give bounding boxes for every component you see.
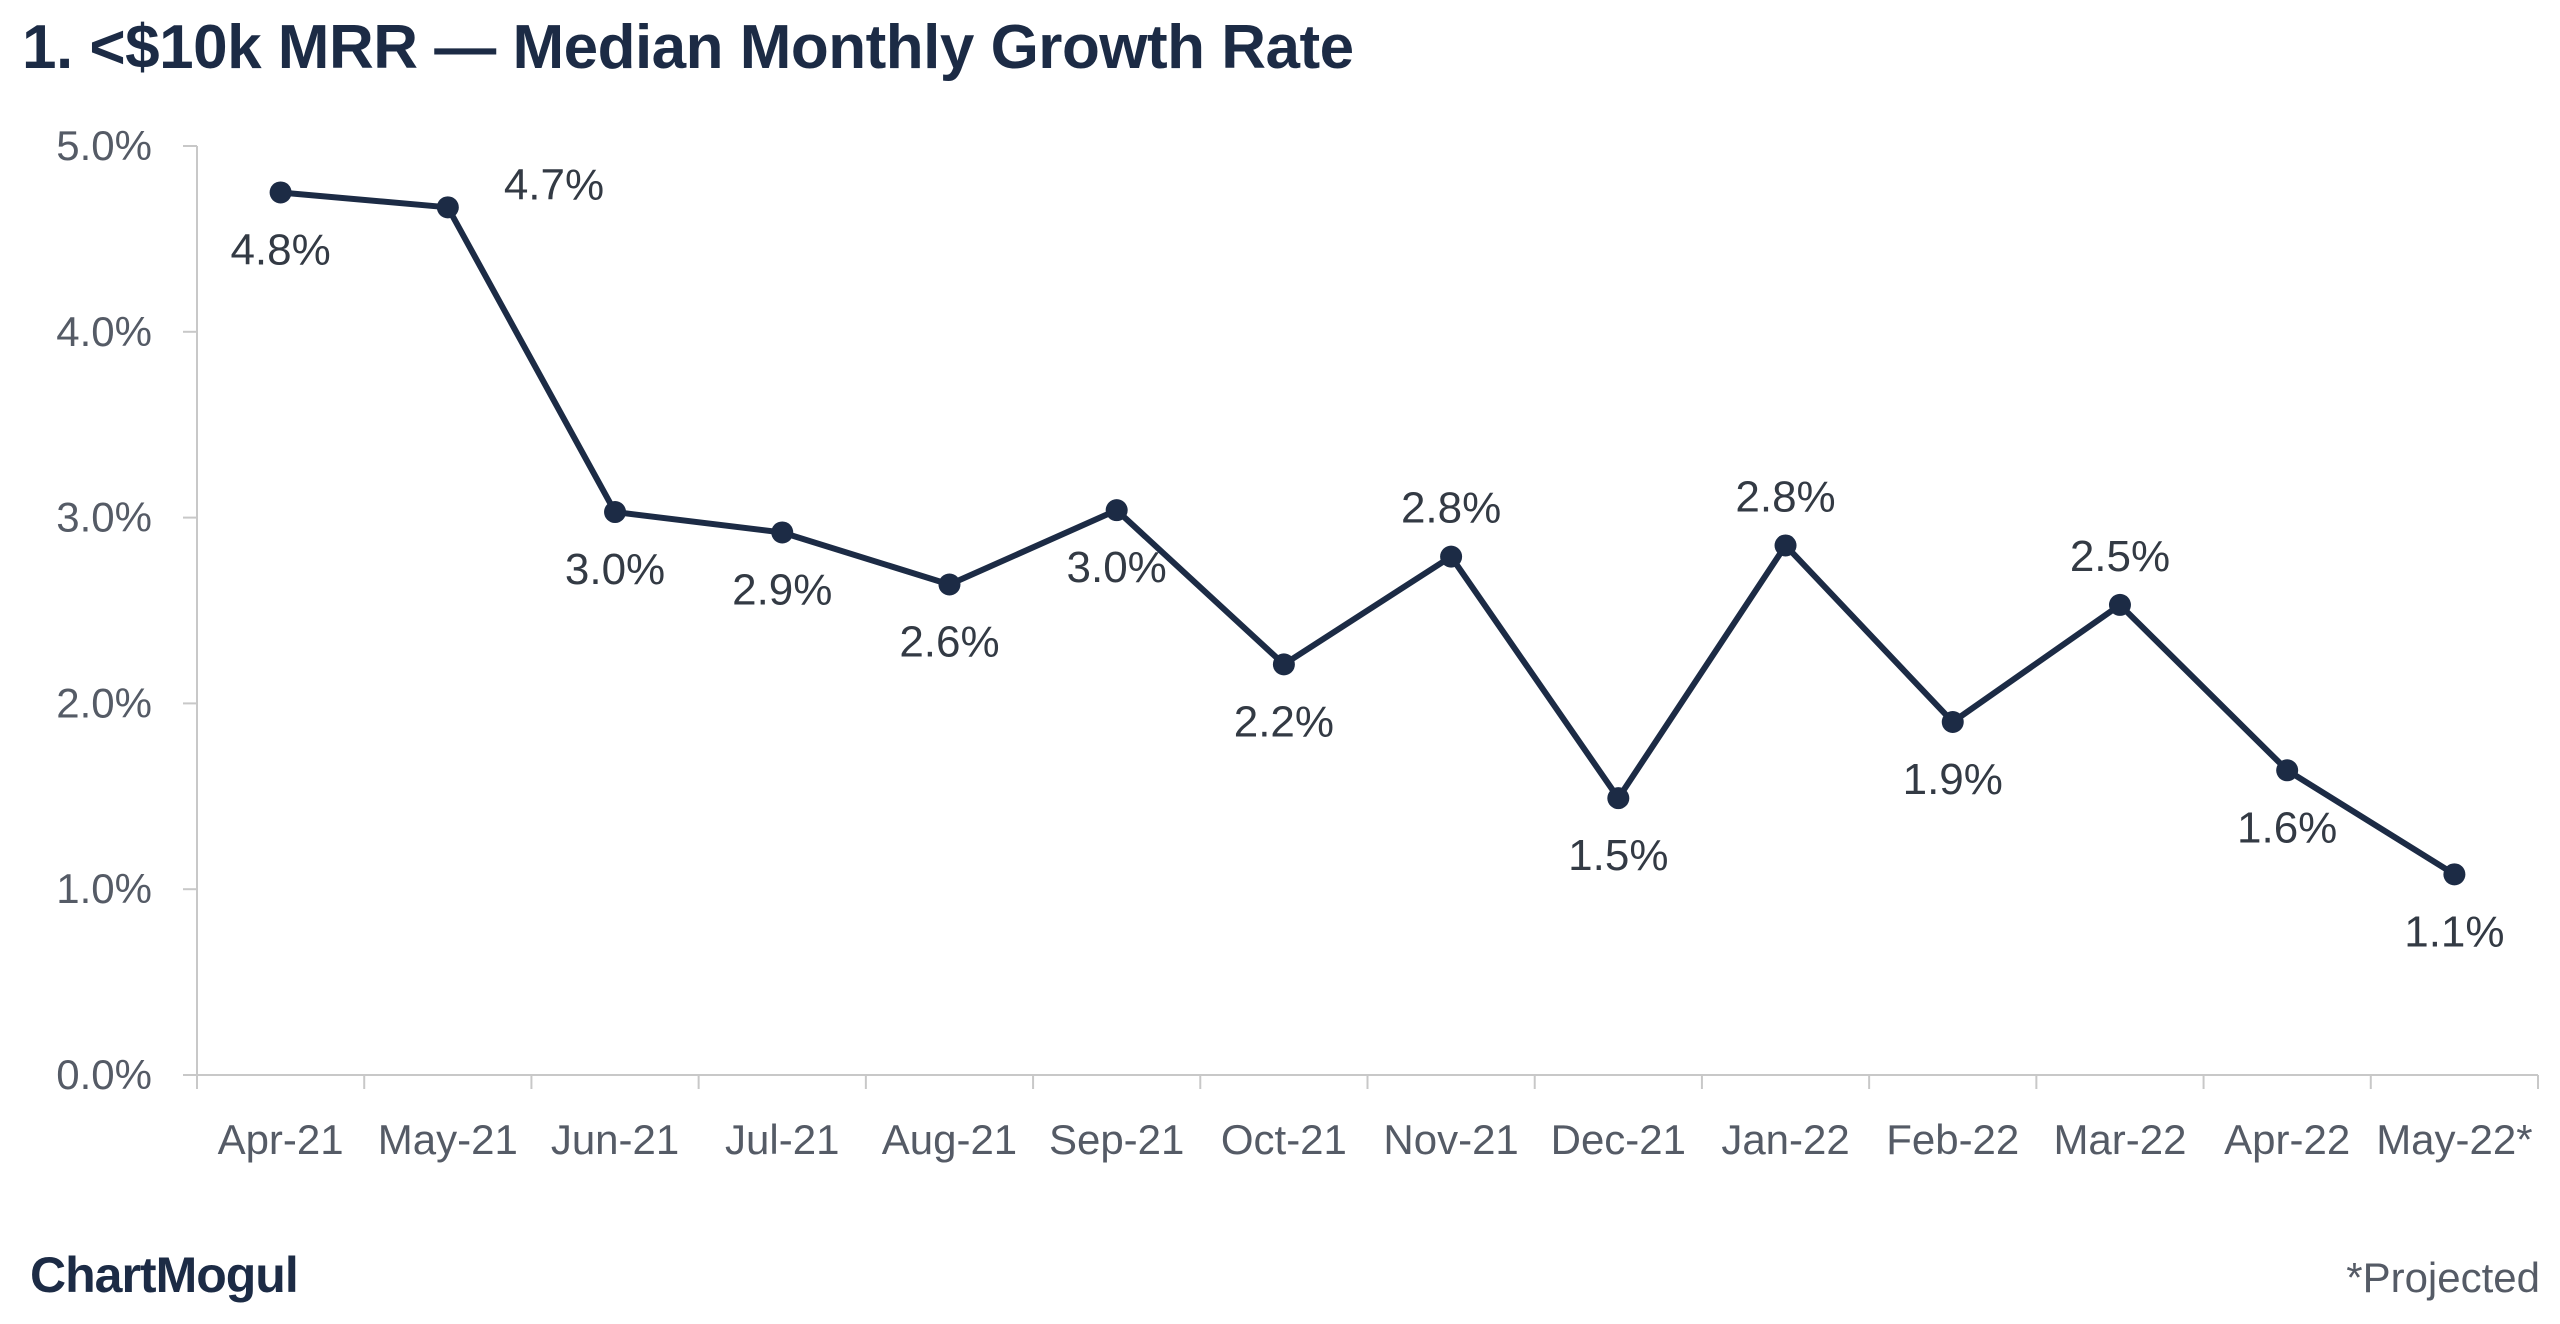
data-label: 1.5%	[1568, 831, 1668, 880]
data-point	[938, 573, 961, 596]
data-label: 2.2%	[1234, 697, 1334, 746]
x-tick-label: Mar-22	[2053, 1116, 2186, 1163]
y-tick-label: 1.0%	[56, 865, 152, 912]
y-tick-label: 3.0%	[56, 494, 152, 541]
x-tick-label: May-21	[378, 1116, 518, 1163]
data-label: 1.9%	[1903, 755, 2003, 804]
data-point	[771, 521, 794, 544]
data-labels: 4.8% 4.7% 3.0% 2.9% 2.6% 3.0% 2.2% 2.8% 1.5% 2.8%…	[230, 160, 2504, 956]
y-tick-label: 0.0%	[56, 1051, 152, 1098]
data-point	[2443, 863, 2466, 886]
x-tick-label: Apr-22	[2224, 1116, 2350, 1163]
x-tick-label: Apr-21	[218, 1116, 344, 1163]
data-label: 4.8%	[230, 225, 330, 274]
y-tick-label: 5.0%	[56, 122, 152, 169]
y-tick-label: 2.0%	[56, 679, 152, 726]
data-point	[2108, 593, 2131, 616]
data-point	[1440, 545, 1463, 568]
y-axis: 0.0% 1.0% 2.0% 3.0% 4.0% 5.0%	[56, 122, 198, 1098]
x-tick-label: Feb-22	[1886, 1116, 2019, 1163]
data-point	[436, 196, 459, 219]
chartmogul-logo: ChartMogul	[30, 1247, 299, 1303]
data-label: 2.6%	[899, 617, 999, 666]
x-tick-label: Jun-21	[551, 1116, 679, 1163]
projected-footnote: *Projected	[2346, 1254, 2540, 1301]
data-point	[269, 181, 292, 204]
data-label: 3.0%	[1067, 543, 1167, 592]
data-label: 4.7%	[504, 160, 604, 209]
data-point	[2276, 759, 2299, 782]
data-label: 2.9%	[732, 565, 832, 614]
data-label: 2.5%	[2070, 532, 2170, 581]
data-point	[604, 501, 627, 524]
series-line	[277, 189, 2458, 878]
data-label: 2.8%	[1401, 484, 1501, 533]
x-tick-label: Jul-21	[725, 1116, 839, 1163]
x-tick-label: May-22*	[2376, 1116, 2532, 1163]
data-label: 1.1%	[2404, 907, 2504, 956]
x-tick-label: Aug-21	[882, 1116, 1017, 1163]
data-label: 3.0%	[565, 545, 665, 594]
x-tick-label: Nov-21	[1383, 1116, 1518, 1163]
x-tick-label: Dec-21	[1551, 1116, 1686, 1163]
x-axis: Apr-21 May-21 Jun-21 Jul-21 Aug-21 Sep-21 Oct-…	[196, 1074, 2539, 1163]
data-points	[269, 181, 2466, 886]
y-tick-label: 4.0%	[56, 308, 152, 355]
data-label: 1.6%	[2237, 803, 2337, 852]
data-point	[1272, 653, 1295, 676]
data-point	[1607, 787, 1630, 810]
data-label: 2.8%	[1735, 472, 1835, 521]
data-point	[1941, 710, 1964, 733]
data-point	[1105, 499, 1128, 522]
x-tick-label: Sep-21	[1049, 1116, 1184, 1163]
series-line-group	[277, 189, 2458, 878]
x-tick-label: Jan-22	[1721, 1116, 1849, 1163]
data-point	[1774, 534, 1797, 557]
chart-title: 1. <$10k MRR — Median Monthly Growth Rat…	[22, 13, 1354, 82]
x-tick-label: Oct-21	[1221, 1116, 1347, 1163]
